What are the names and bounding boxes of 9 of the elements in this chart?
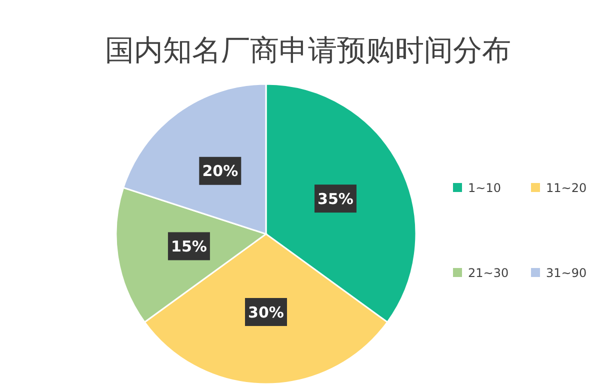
- legend-label: 11~20: [546, 181, 587, 196]
- data-label: 20%: [202, 162, 238, 180]
- data-label: 35%: [318, 190, 354, 208]
- data-label: 15%: [171, 237, 207, 256]
- chart-title: 国内知名厂商申请预购时间分布: [105, 33, 511, 67]
- legend-label: 31~90: [546, 266, 587, 280]
- data-label: 30%: [248, 303, 284, 322]
- legend-label: 1~10: [468, 181, 501, 196]
- legend-label: 21~30: [468, 266, 509, 280]
